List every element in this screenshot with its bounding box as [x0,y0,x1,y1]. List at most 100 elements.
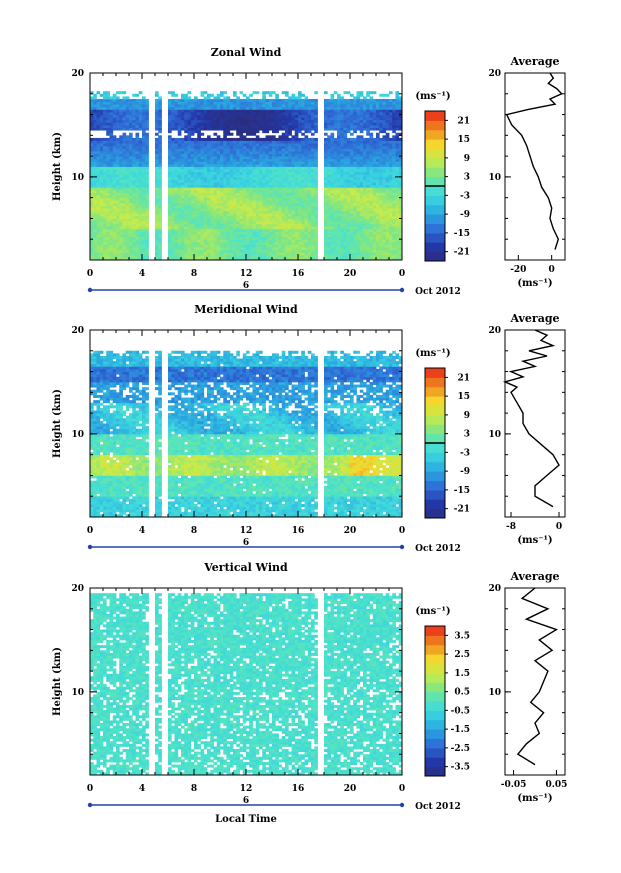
colorbar-swatch [425,508,445,519]
colorbar-swatch [425,443,445,453]
colorbar-tick-label: 2.5 [454,650,470,660]
colorbar-tick-label: -3 [460,191,470,201]
x-tick-label: 20 [344,269,357,279]
profile-y-tick-label: 20 [488,584,501,594]
date-label: Oct 2012 [415,802,461,812]
colorbar-swatch [425,396,445,407]
colorbar-unit-label: (ms⁻¹) [415,348,450,359]
profile-y-tick-label: 10 [488,173,501,183]
x-tick-label: 16 [292,784,305,794]
profile-y-tick-label: 20 [488,326,501,336]
colorbar-swatch [425,148,445,159]
x-tick-label: 16 [292,269,305,279]
date-axis-end [399,544,405,550]
colorbar-swatch [425,766,445,777]
panel-2: Meridional Wind 20 10 Height (km) 0 4 8 12 16 20 0… [52,303,566,554]
colorbar-swatch [425,251,445,262]
profile-x-tick-label: -8 [506,522,516,532]
colorbar-unit-label: (ms⁻¹) [415,91,450,102]
colorbar-swatch [425,461,445,472]
colorbar-swatch [425,654,445,665]
colorbar-swatch [425,644,445,655]
colorbar-tick-label: 21 [457,373,470,383]
colorbar-swatch [425,682,445,693]
colorbar-tick-label: 15 [457,392,470,402]
colorbar-swatch [425,223,445,234]
colorbar-swatch [425,405,445,416]
y-tick-label: 20 [71,326,84,336]
colorbar-tick-label: 3 [464,430,470,440]
colorbar-tick-label: 15 [457,135,470,145]
y-axis-label: Height (km) [52,647,63,716]
x-tick-label: 0 [399,784,405,794]
x-tick-label: 0 [399,526,405,536]
profile-title: Average [509,312,559,325]
colorbar-swatch [425,672,445,683]
colorbar-tick-label: 21 [457,116,470,126]
x-tick-label: 0 [87,784,93,794]
colorbar-swatch [425,242,445,253]
panel-title: Zonal Wind [211,46,282,59]
panel-title: Meridional Wind [194,303,298,316]
x-tick-label: 8 [191,269,197,279]
colorbar-swatch [425,157,445,168]
profile-x-tick-label: 0 [549,265,555,275]
date-axis-end [87,544,93,550]
colorbar-swatch [425,111,445,121]
profile-x-tick-label: -0.05 [501,780,527,790]
colorbar-tick-label: -2.5 [451,744,470,754]
date-axis-end [399,802,405,808]
colorbar-swatch [425,471,445,482]
x-tick-label: 20 [344,784,357,794]
colorbar-tick-label: -0.5 [451,706,470,716]
colorbar-swatch [425,386,445,397]
colorbar-tick-label: -3 [460,448,470,458]
colorbar-swatch [425,377,445,388]
x-tick-label: 0 [87,526,93,536]
colorbar-tick-label: 3 [464,173,470,183]
y-tick-label: 10 [71,430,84,440]
colorbar-frame [424,625,446,777]
colorbar-tick-label: 9 [464,411,470,421]
x-tick-label: 4 [139,526,145,536]
x-tick-label: 0 [87,269,93,279]
y-tick-label: 20 [71,584,84,594]
profile-y-tick-label: 10 [488,688,501,698]
date-day-label: 6 [243,281,249,291]
date-axis-end [87,287,93,293]
colorbar-tick-label: 3.5 [454,631,470,641]
colorbar-swatch [425,691,445,702]
profile-line [516,587,559,766]
profile-frame [504,72,566,261]
colorbar-tick-label: -9 [460,210,470,220]
x-tick-label: 12 [240,269,253,279]
profile-line [505,72,563,250]
y-tick-label: 10 [71,173,84,183]
y-axis-label: Height (km) [52,132,63,201]
profile-title: Average [509,570,559,583]
colorbar-swatch [425,139,445,150]
colorbar-swatch [425,424,445,435]
colorbar-swatch [425,167,445,178]
panel-3: Vertical Wind 20 10 Height (km) 0 4 8 12 16 20 0 6 O… [52,561,567,812]
date-axis-end [399,287,405,293]
profile-x-label: (ms⁻¹) [517,793,552,804]
date-label: Oct 2012 [415,544,461,554]
x-tick-label: 8 [191,784,197,794]
y-tick-label: 10 [71,688,84,698]
x-tick-label: 8 [191,526,197,536]
colorbar-swatch [425,480,445,491]
colorbar-swatch [425,757,445,768]
colorbar-swatch [425,433,445,444]
colorbar-swatch [425,489,445,500]
profile-x-label: (ms⁻¹) [517,535,552,546]
colorbar-swatch [425,701,445,711]
colorbar-swatch [425,710,445,721]
colorbar-tick-label: -21 [454,248,470,258]
colorbar-swatch [425,186,445,196]
profile-title: Average [509,55,559,68]
colorbar-swatch [425,414,445,425]
colorbar-swatch [425,176,445,187]
colorbar-tick-label: -15 [454,229,470,239]
colorbar-swatch [425,368,445,378]
